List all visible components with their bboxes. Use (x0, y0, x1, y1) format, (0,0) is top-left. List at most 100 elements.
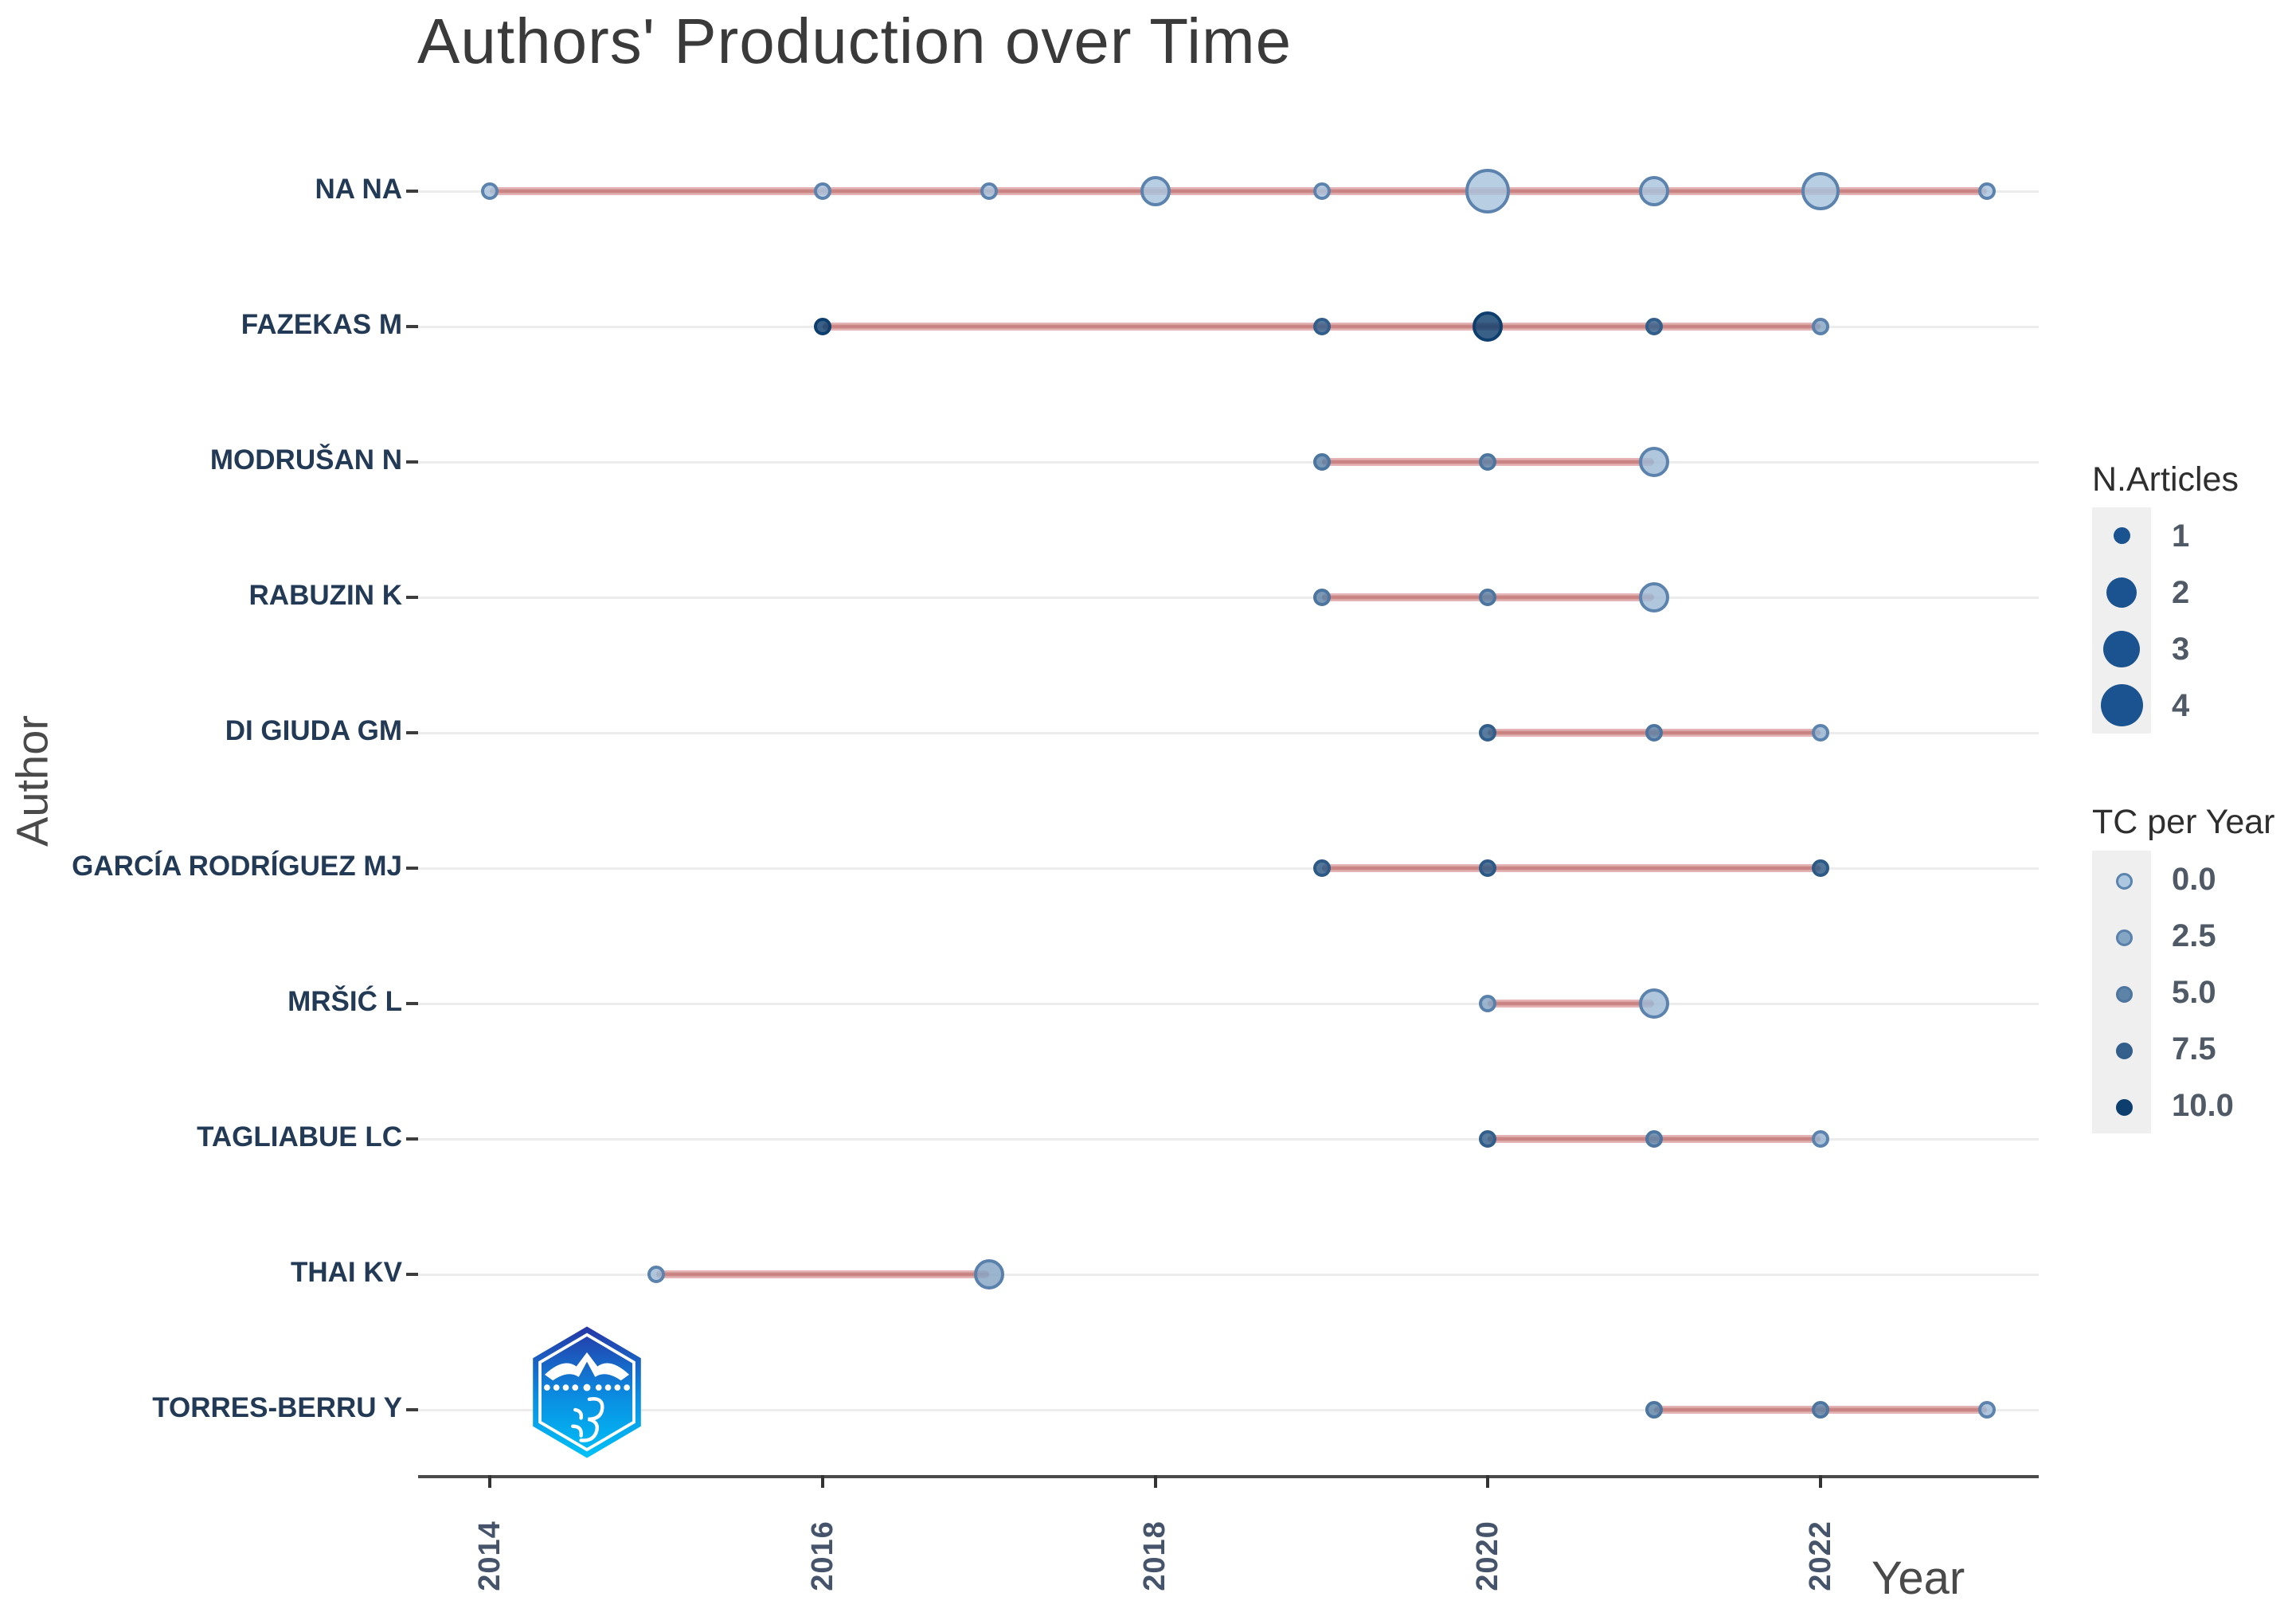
data-point (1479, 589, 1497, 606)
y-axis-tick (406, 460, 418, 464)
data-point (1312, 859, 1331, 877)
row-gridline (418, 732, 2039, 734)
color-legend-dot (2115, 873, 2133, 890)
y-axis-tick (406, 325, 418, 328)
row-gridline (418, 867, 2039, 870)
x-axis-tick (820, 1475, 824, 1488)
data-point (647, 1266, 665, 1283)
author-label: FAZEKAS M (241, 309, 402, 340)
y-axis-tick (406, 1408, 418, 1411)
logo-dot-band (544, 1383, 630, 1391)
y-axis-tick (406, 596, 418, 599)
data-point (1479, 995, 1497, 1012)
data-point (1801, 172, 1840, 210)
color-legend-title: TC per Year (2092, 803, 2275, 841)
author-timeline-line (655, 1270, 989, 1278)
color-legend-dot (2115, 929, 2133, 946)
x-tick-label: 2022 (1757, 1493, 1884, 1620)
y-axis-tick (406, 731, 418, 734)
author-label: DI GIUDA GM (225, 715, 402, 746)
data-point (1473, 311, 1504, 342)
data-point (1639, 988, 1670, 1019)
data-point (1479, 1130, 1497, 1148)
x-tick-label-text: 2022 (1803, 1520, 1837, 1591)
data-point (1312, 589, 1331, 606)
data-point (1639, 447, 1670, 477)
author-timeline-line (1488, 1000, 1655, 1008)
x-axis-tick (1486, 1475, 1490, 1488)
data-point (1645, 1401, 1664, 1419)
data-point (1639, 582, 1670, 612)
color-legend-label: 0.0 (2172, 861, 2216, 897)
size-legend-circle (2100, 684, 2143, 726)
x-tick-label: 2016 (759, 1493, 886, 1620)
author-label: RABUZIN K (248, 580, 402, 611)
author-label: NA NA (315, 174, 402, 205)
y-axis-tick (406, 190, 418, 193)
size-legend-label: 4 (2172, 687, 2190, 723)
data-point (1312, 453, 1331, 471)
row-gridline (418, 1003, 2039, 1005)
data-point (1978, 182, 1997, 200)
x-tick-label-text: 2016 (805, 1520, 839, 1591)
watermark-logo (533, 1326, 641, 1458)
x-axis-tick (1819, 1475, 1823, 1488)
data-point (1639, 176, 1670, 206)
author-timeline-line (490, 187, 1988, 195)
row-gridline (418, 461, 2039, 464)
data-point (813, 182, 831, 200)
x-axis-title: Year (1871, 1552, 1965, 1604)
author-timeline-line (1321, 864, 1821, 872)
author-label: TAGLIABUE LC (197, 1121, 402, 1152)
data-point (1645, 724, 1664, 742)
data-point (1812, 1401, 1830, 1419)
y-axis-tick (406, 1002, 418, 1005)
x-tick-label-text: 2018 (1138, 1520, 1172, 1591)
color-legend-dot (2115, 1099, 2133, 1116)
y-axis-tick (406, 1137, 418, 1141)
row-gridline (418, 1138, 2039, 1141)
data-point (1812, 724, 1830, 742)
data-point (1312, 182, 1331, 200)
x-tick-label-text: 2020 (1470, 1520, 1504, 1591)
author-label: THAI KV (291, 1257, 402, 1288)
size-legend-circle (2113, 527, 2130, 544)
color-legend-label: 2.5 (2172, 918, 2216, 953)
data-point (1812, 318, 1830, 335)
x-tick-label: 2018 (1092, 1493, 1219, 1620)
row-gridline (418, 1274, 2039, 1276)
size-legend-circle (2103, 630, 2140, 667)
x-tick-label: 2014 (426, 1493, 553, 1620)
logo-inner-border (538, 1332, 636, 1452)
data-point (973, 1259, 1004, 1289)
data-point (1479, 724, 1497, 742)
author-label: TORRES-BERRU Y (152, 1392, 402, 1423)
data-point (1978, 1401, 1997, 1419)
data-point (1645, 318, 1664, 335)
color-legend-label: 5.0 (2172, 974, 2216, 1010)
logo-mountain-glyph (544, 1352, 630, 1381)
logo-scribe-glyph (571, 1397, 604, 1442)
size-legend-label: 1 (2172, 518, 2190, 554)
row-gridline (418, 597, 2039, 599)
data-point (980, 182, 998, 200)
data-point (1645, 1130, 1664, 1148)
x-axis-tick (488, 1475, 491, 1488)
color-legend-label: 10.0 (2172, 1087, 2234, 1123)
x-tick-label-text: 2014 (472, 1520, 506, 1591)
chart-title: Authors' Production over Time (417, 6, 1293, 76)
x-tick-label: 2020 (1424, 1493, 1551, 1620)
data-point (1140, 176, 1171, 206)
row-gridline (418, 1409, 2039, 1411)
size-legend-title: N.Articles (2092, 460, 2239, 499)
color-legend-label: 7.5 (2172, 1031, 2216, 1066)
data-point (1812, 859, 1830, 877)
data-point (1812, 1130, 1830, 1148)
data-point (1465, 169, 1511, 213)
size-legend-circle (2106, 577, 2137, 608)
y-axis-tick (406, 867, 418, 870)
y-axis-tick (406, 1273, 418, 1276)
color-legend-dot (2115, 986, 2133, 1003)
